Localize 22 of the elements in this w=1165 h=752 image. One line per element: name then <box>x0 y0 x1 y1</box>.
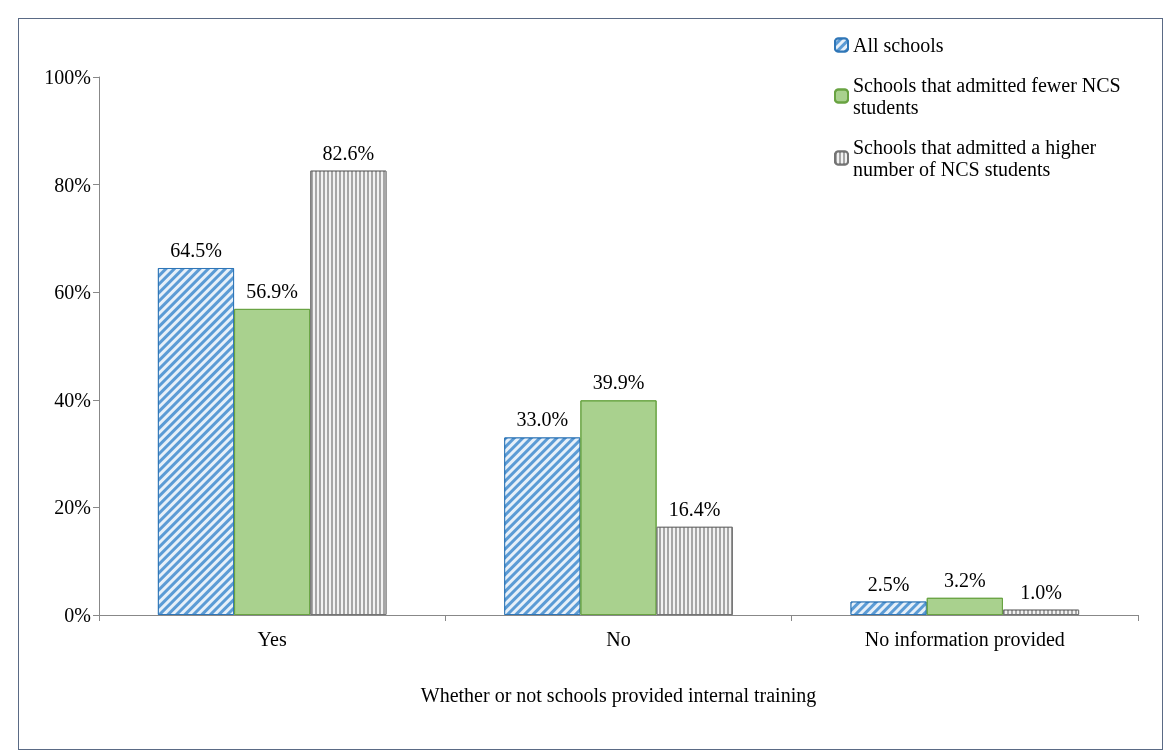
data-label: 2.5% <box>867 572 910 595</box>
y-tick-label: 100% <box>44 66 91 88</box>
y-tick-label: 40% <box>54 388 91 411</box>
y-tick-label: 80% <box>54 173 91 196</box>
y-tick-label: 20% <box>54 496 91 519</box>
data-label: 64.5% <box>170 238 222 261</box>
legend-label: All schools <box>853 34 944 56</box>
data-label: 3.2% <box>944 568 986 591</box>
data-label: 33.0% <box>516 408 569 431</box>
legend-label: Schools that admitted fewer NCS students <box>853 74 1126 118</box>
y-tick-label: 0% <box>64 604 91 626</box>
data-label: 56.9% <box>246 279 298 302</box>
data-label: 39.9% <box>592 371 645 394</box>
legend-label: Schools that admitted a higher number of NCS students <box>853 136 1102 180</box>
x-axis-title: Whether or not schools provided internal training <box>420 684 817 707</box>
data-label: 1.0% <box>1020 580 1062 603</box>
data-label: 16.4% <box>668 497 721 520</box>
x-tick-label: Yes <box>257 628 287 650</box>
x-tick-label: No <box>606 628 631 650</box>
data-label: 82.6% <box>322 141 375 164</box>
y-tick-label: 60% <box>54 281 91 304</box>
x-tick-label: No information provided <box>864 628 1065 651</box>
